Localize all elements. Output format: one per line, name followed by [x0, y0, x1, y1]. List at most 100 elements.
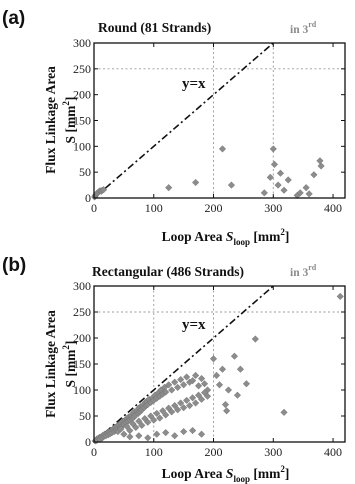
x-tick-label: 100 — [145, 201, 163, 215]
data-point — [159, 407, 167, 415]
reference-line-label: y=x — [182, 76, 206, 92]
x-tick-label: 300 — [264, 201, 282, 215]
data-point — [215, 381, 224, 389]
data-point — [174, 383, 182, 391]
data-point — [197, 430, 206, 438]
data-point — [189, 377, 197, 385]
data-point — [236, 365, 244, 373]
chart-title: Rectangular (486 Strands) — [92, 264, 244, 279]
y-tick-label: 300 — [73, 36, 91, 50]
data-point — [230, 352, 239, 360]
data-point — [186, 402, 194, 410]
data-point — [218, 365, 227, 373]
y-tick-label: 50 — [79, 165, 91, 179]
data-point — [317, 162, 325, 170]
data-point — [168, 408, 176, 416]
y-tick-label: 0 — [85, 191, 91, 205]
x-label-unit-sup: 2 — [280, 464, 285, 474]
harmonic-annotation: in 3rd — [290, 263, 317, 279]
x-tick-label: 100 — [145, 445, 163, 459]
data-point — [153, 409, 161, 417]
data-point — [180, 381, 188, 389]
harmonic-annotation-base: in 3 — [290, 24, 308, 36]
x-label-unit-end: ] — [285, 466, 290, 481]
y-tick-label: 250 — [73, 62, 91, 76]
y-tick-label: 50 — [79, 409, 91, 423]
x-label-var: S — [226, 466, 234, 481]
data-point — [316, 157, 324, 165]
data-point — [189, 394, 197, 402]
x-axis-label: Loop Area Sloop [mm2] — [162, 227, 290, 247]
data-point — [302, 184, 310, 192]
data-point — [266, 173, 274, 181]
data-point — [162, 411, 170, 419]
data-point — [162, 388, 170, 396]
data-point — [212, 371, 221, 380]
x-label-sub: loop — [233, 474, 250, 484]
data-point — [171, 432, 179, 440]
data-point — [221, 400, 230, 409]
data-point — [227, 181, 236, 189]
plot-frame — [93, 42, 346, 199]
harmonic-annotation: in 3rd — [290, 20, 317, 36]
data-point — [280, 186, 288, 194]
y-tick-label: 150 — [73, 357, 91, 371]
data-point — [251, 335, 259, 343]
data-point — [123, 422, 131, 430]
y-axis-label-line2: S [mm2] — [61, 97, 78, 144]
data-point — [296, 189, 304, 197]
data-point — [162, 429, 170, 437]
y-axis-label-line2: S [mm2] — [61, 341, 78, 388]
x-label-prefix: Loop Area — [162, 229, 226, 244]
data-point — [144, 418, 152, 426]
x-label-unit: [mm — [250, 229, 281, 244]
x-tick-label: 200 — [205, 445, 223, 459]
data-point — [144, 434, 152, 442]
data-point — [195, 382, 203, 390]
y-label-end: ] — [63, 341, 78, 346]
data-point — [171, 402, 179, 410]
x-tick-label: 300 — [264, 445, 282, 459]
data-point — [197, 374, 206, 383]
data-point — [310, 171, 318, 179]
y-label-sup: 2 — [61, 345, 71, 350]
x-label-unit-sup: 2 — [280, 227, 285, 237]
x-tick-label: 0 — [91, 201, 97, 215]
x-label-sub: loop — [233, 237, 250, 247]
data-point — [192, 399, 200, 407]
y-label-base: S [mm — [63, 105, 78, 144]
data-point — [200, 380, 209, 388]
harmonic-annotation-sup: rd — [308, 263, 317, 272]
y-axis-label-line1: Flux Linkage Area — [43, 310, 58, 418]
data-point — [171, 378, 179, 386]
data-point — [120, 430, 128, 438]
x-label-var: S — [226, 229, 234, 244]
x-tick-label: 0 — [91, 445, 97, 459]
data-point — [177, 399, 185, 407]
x-tick-label: 400 — [324, 445, 342, 459]
data-point — [280, 408, 288, 416]
y-tick-label: 250 — [73, 305, 91, 319]
reference-line-label: y=x — [182, 317, 206, 333]
x-tick-label: 200 — [205, 201, 223, 215]
panel-label: (b) — [2, 255, 26, 276]
data-point — [165, 184, 173, 192]
y-tick-label: 300 — [73, 279, 91, 293]
y-tick-label: 100 — [73, 383, 91, 397]
data-point — [276, 169, 285, 177]
y-axis-label-line1: Flux Linkage Area — [43, 66, 58, 174]
y-label-sup: 2 — [61, 101, 71, 106]
x-axis-label: Loop Area Sloop [mm2] — [162, 464, 290, 484]
data-point — [223, 407, 231, 415]
data-point — [177, 376, 185, 384]
data-point — [132, 423, 140, 432]
data-point — [233, 391, 242, 399]
data-point — [117, 425, 125, 433]
data-point — [156, 414, 164, 422]
data-point — [99, 186, 108, 194]
data-point — [192, 371, 200, 380]
data-point — [209, 355, 218, 363]
y-tick-label: 200 — [73, 88, 91, 102]
data-point — [284, 176, 292, 184]
